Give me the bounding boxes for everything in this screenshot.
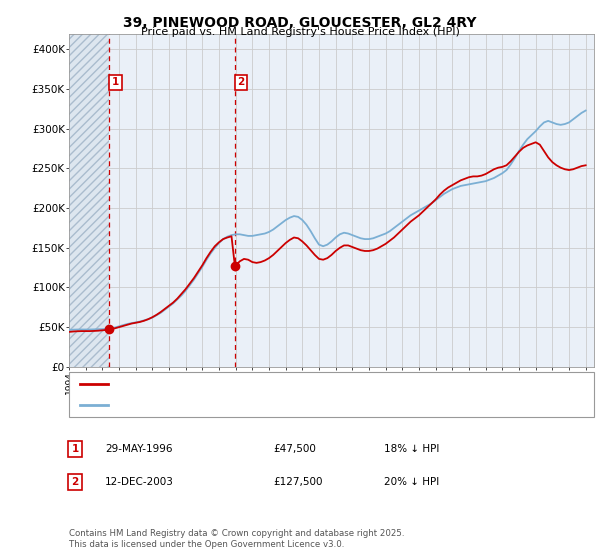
Text: Contains HM Land Registry data © Crown copyright and database right 2025.
This d: Contains HM Land Registry data © Crown c… [69,529,404,549]
Text: 2: 2 [238,77,245,87]
Text: 39, PINEWOOD ROAD, GLOUCESTER, GL2 4RY (semi-detached house): 39, PINEWOOD ROAD, GLOUCESTER, GL2 4RY (… [113,380,452,390]
Text: 29-MAY-1996: 29-MAY-1996 [105,444,173,454]
Text: 1: 1 [71,444,79,454]
Bar [69,34,109,367]
Text: £47,500: £47,500 [273,444,316,454]
Text: £127,500: £127,500 [273,477,323,487]
Text: 39, PINEWOOD ROAD, GLOUCESTER, GL2 4RY: 39, PINEWOOD ROAD, GLOUCESTER, GL2 4RY [123,16,477,30]
Text: Price paid vs. HM Land Registry's House Price Index (HPI): Price paid vs. HM Land Registry's House … [140,27,460,37]
Text: 2: 2 [71,477,79,487]
Text: 18% ↓ HPI: 18% ↓ HPI [384,444,439,454]
Text: 1: 1 [112,77,119,87]
Text: HPI: Average price, semi-detached house, Stroud: HPI: Average price, semi-detached house,… [113,400,353,410]
Text: 12-DEC-2003: 12-DEC-2003 [105,477,174,487]
Text: 20% ↓ HPI: 20% ↓ HPI [384,477,439,487]
